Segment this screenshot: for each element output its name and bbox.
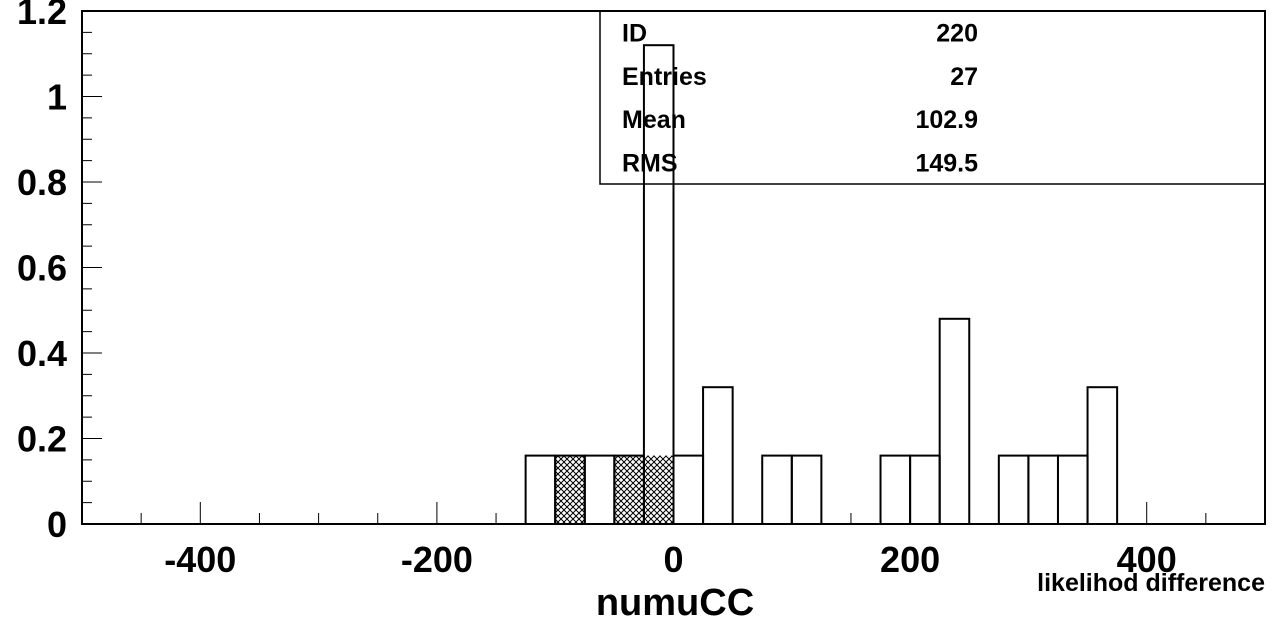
- chart-title-below: numuCC: [596, 582, 754, 619]
- y-tick-label: 1.2: [17, 0, 67, 32]
- y-tick-label: 0.8: [17, 162, 67, 203]
- stats-value: 149.5: [915, 149, 978, 177]
- x-axis-title: likelihod difference: [1037, 569, 1265, 597]
- histogram-bar: [1027, 454, 1059, 526]
- histogram-bar: [672, 454, 705, 526]
- stats-box: [599, 10, 1266, 185]
- stats-label: ID: [622, 20, 647, 48]
- x-tick-label: 200: [880, 539, 940, 580]
- hatched-bar: [614, 455, 644, 524]
- x-tick-label: -400: [164, 539, 236, 580]
- stats-value: 27: [950, 63, 978, 91]
- y-tick-label: 0.2: [17, 419, 67, 460]
- y-tick-label: 0: [47, 504, 67, 545]
- stats-label: Mean: [622, 106, 686, 134]
- histogram-bar: [761, 454, 793, 526]
- stats-label: RMS: [622, 149, 678, 177]
- y-tick-label: 0.4: [17, 333, 67, 374]
- histogram-bar: [1056, 454, 1089, 526]
- x-tick-label: 400: [1117, 539, 1177, 580]
- stats-label: Entries: [622, 63, 707, 91]
- histogram-bar: [790, 454, 823, 526]
- stats-value: 102.9: [915, 106, 978, 134]
- hatched-bar: [643, 455, 674, 524]
- histogram-bar: [909, 454, 941, 526]
- y-tick-label: 1: [47, 77, 67, 118]
- x-tick-label: 0: [663, 539, 683, 580]
- stats-value: 220: [936, 20, 978, 48]
- x-tick-label: -200: [401, 539, 473, 580]
- histogram-bar: [702, 386, 734, 526]
- histogram-bar: [997, 454, 1030, 526]
- y-tick-label: 0.6: [17, 248, 67, 289]
- histogram-bar: [583, 454, 616, 526]
- histogram-bar: [1086, 386, 1119, 526]
- histogram-bar: [879, 454, 912, 526]
- hatched-bar: [555, 455, 585, 524]
- histogram-bar: [524, 454, 557, 526]
- histogram-bar: [938, 317, 971, 525]
